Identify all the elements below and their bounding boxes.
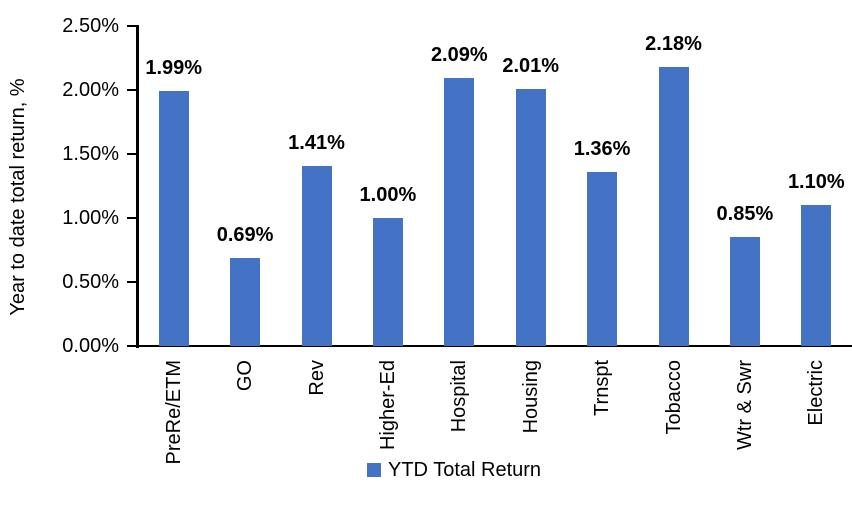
x-category-label: Trnspt [591, 360, 614, 416]
y-tick-mark [127, 280, 138, 284]
x-category-label: Rev [305, 360, 328, 396]
y-tick-mark [127, 216, 138, 220]
bar-housing [515, 88, 546, 346]
bar-value-label: 1.10% [787, 171, 845, 194]
y-tick-label: 0.50% [62, 271, 119, 293]
x-category-label: Electric [805, 360, 828, 426]
x-category-label: GO [234, 360, 257, 392]
bar-electric [801, 205, 832, 346]
bar-tobacco [658, 66, 689, 346]
y-tick-label: 0.00% [62, 335, 119, 357]
bar-rev [301, 165, 332, 346]
bar-value-label: 2.01% [502, 54, 560, 77]
bar-value-label: 2.09% [430, 44, 488, 67]
bar-value-label: 1.99% [145, 57, 203, 80]
y-axis-line [136, 25, 139, 348]
y-tick-mark [127, 344, 138, 348]
x-category-label: PreRe/ETM [162, 360, 185, 465]
x-category-label: Wtr & Swr [733, 360, 756, 450]
x-axis-line [136, 344, 852, 348]
bar-go [230, 257, 261, 346]
bar-prere-etm [158, 91, 189, 346]
bar-value-label: 1.00% [359, 184, 417, 206]
y-tick-label: 1.50% [62, 143, 119, 165]
bar-value-label: 0.69% [216, 223, 274, 246]
bar-value-label: 1.41% [288, 131, 345, 154]
y-tick-label: 2.50% [62, 15, 119, 37]
y-tick-label: 1.00% [62, 207, 119, 229]
bar-wtr-swr [729, 237, 760, 346]
legend: YTD Total Return [367, 459, 541, 481]
x-category-label: Tobacco [662, 360, 685, 435]
y-tick-mark [127, 24, 138, 28]
bar-hospital [444, 78, 475, 346]
bar-higher-ed [372, 218, 403, 346]
bar-value-label: 2.18% [645, 32, 702, 55]
bar-value-label: 0.85% [716, 203, 774, 226]
y-tick-label: 2.00% [62, 79, 119, 101]
y-tick-mark [127, 152, 138, 156]
bar-value-label: 1.36% [573, 137, 631, 160]
y-axis-title-text: Year to date total return, % [7, 78, 29, 316]
y-tick-mark [127, 88, 138, 92]
bar-trnspt [587, 171, 618, 346]
legend-series-label: YTD Total Return [388, 459, 542, 481]
legend-swatch-icon [367, 463, 381, 477]
